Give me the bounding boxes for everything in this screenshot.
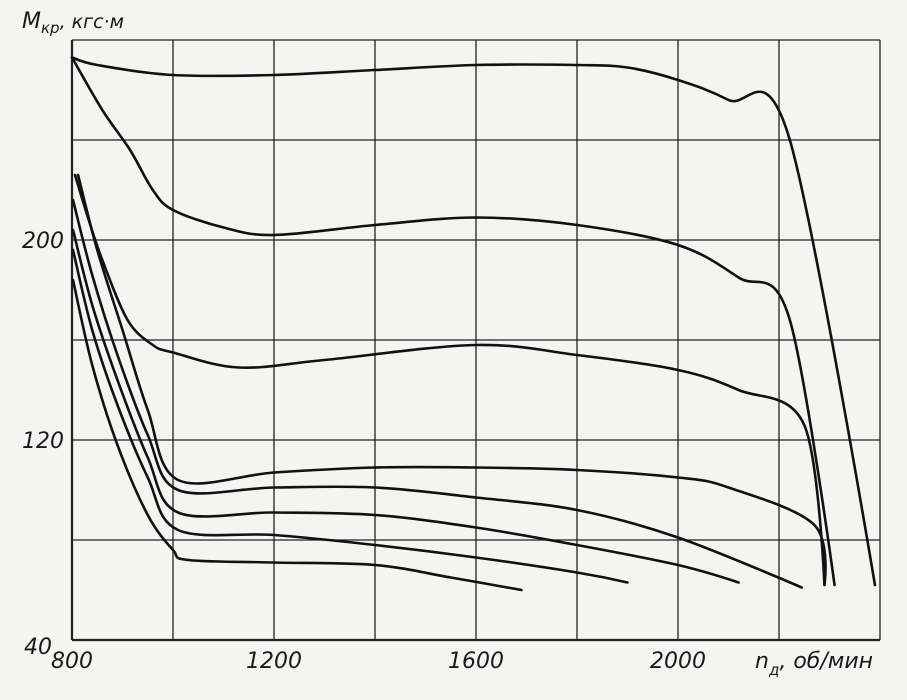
tick-labels: 800 1200 1600 2000 40 120 200 — [22, 229, 706, 674]
y-tick-label: 120 — [22, 429, 64, 454]
x-axis-label-main: n — [755, 649, 769, 674]
series-curve-6 — [71, 228, 740, 584]
x-axis-label-sub: д — [768, 661, 779, 679]
series-curve-4 — [76, 173, 827, 587]
series-curve-3 — [73, 173, 826, 587]
x-tick-label: 1600 — [448, 649, 504, 674]
y-tick-label: 200 — [22, 229, 64, 254]
x-axis-label-units: , об/мин — [779, 649, 873, 674]
y-axis-label-sub: кр — [41, 19, 60, 37]
x-tick-label: 2000 — [650, 649, 706, 674]
series-curve-7 — [71, 248, 629, 584]
x-tick-label: 1200 — [246, 649, 302, 674]
series-curve-1 — [70, 56, 877, 587]
y-axis-label-units: , кгс·м — [60, 11, 124, 33]
y-tick-label: 40 — [24, 635, 52, 660]
y-axis-label-main: M — [22, 9, 41, 34]
y-axis-label: Mкр, кгс·м — [22, 9, 124, 37]
x-axis-label: nд, об/мин — [755, 649, 873, 679]
curves — [70, 56, 877, 592]
series-curve-2 — [70, 56, 836, 587]
series-curve-5 — [71, 198, 804, 589]
x-tick-label: 800 — [51, 649, 93, 674]
series-curve-8 — [71, 278, 523, 592]
grid — [70, 39, 881, 642]
